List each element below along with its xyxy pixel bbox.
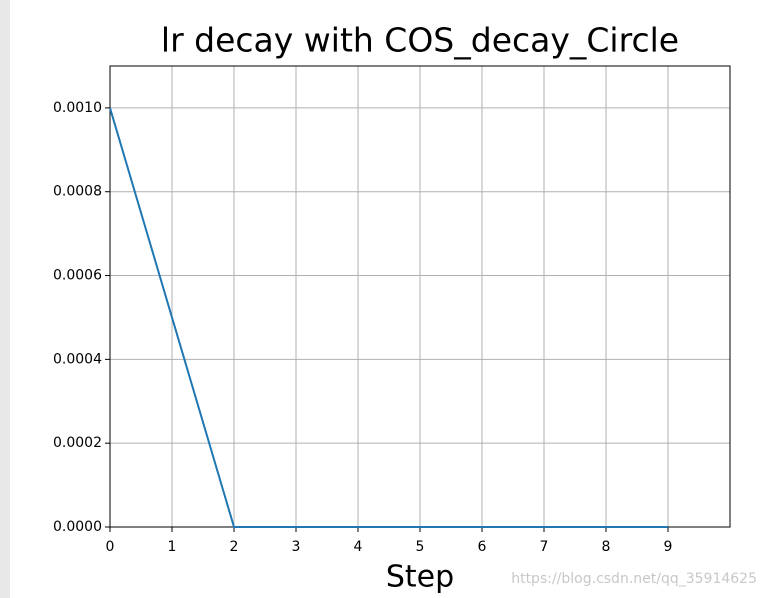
y-tick-label: 0.0006 [53,268,102,284]
y-tick-label: 0.0002 [53,435,102,451]
x-tick-label: 5 [416,539,425,555]
x-tick-label: 9 [664,539,673,555]
side-strip [0,0,10,598]
x-tick-label: 3 [292,539,301,555]
x-axis-label: Step [386,560,454,595]
x-tick-label: 6 [478,539,487,555]
y-tick-label: 0.0004 [53,351,102,367]
x-tick-label: 0 [106,539,115,555]
x-tick-label: 8 [602,539,611,555]
x-tick-label: 1 [168,539,177,555]
y-tick-label: 0.0010 [53,100,102,116]
line-series [109,107,668,528]
y-tick-label: 0.0008 [53,184,102,200]
x-tick-label: 7 [540,539,549,555]
watermark: https://blog.csdn.net/qq_35914625 [511,571,757,587]
chart-title: lr decay with COS_decay_Circle [161,21,679,60]
y-tick-label: 0.0000 [53,519,102,535]
x-tick-label: 4 [354,539,363,555]
x-tick-label: 2 [230,539,239,555]
